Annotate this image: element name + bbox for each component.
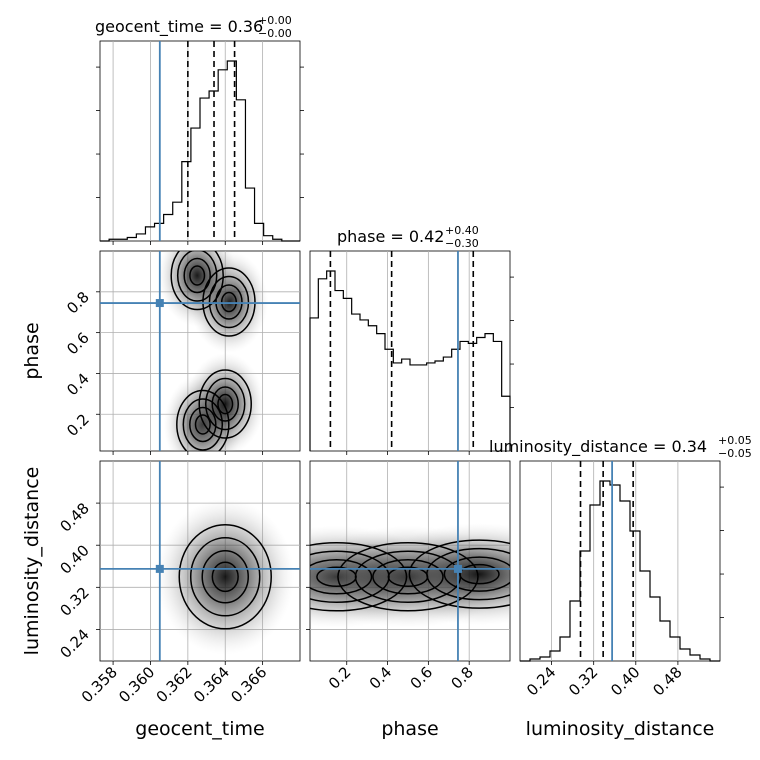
- x-tick-label: 0.6: [407, 663, 437, 693]
- x-tick-label: 0.358: [78, 663, 121, 706]
- x-tick-label: 0.32: [565, 663, 601, 699]
- x-tick-label: 0.8: [447, 663, 477, 693]
- title-luminosity-distance-sub: −0.05: [718, 447, 752, 460]
- ylabel-phase: phase: [21, 322, 43, 379]
- y-tick-label: 0.6: [63, 329, 93, 359]
- y-tick-label: 0.4: [63, 370, 93, 400]
- density-blob: [158, 224, 236, 326]
- density-luminosity_distance_vs_geocent_time: [156, 499, 294, 655]
- histogram-geocent_time: [100, 61, 300, 241]
- title-geocent-time: geocent_time = 0.36: [95, 17, 263, 37]
- title-geocent-time-sup: +0.00: [258, 14, 292, 27]
- x-tick-label: 0.366: [227, 663, 270, 706]
- x-tick-label: 0.4: [366, 663, 396, 693]
- x-tick-label: 0.2: [325, 663, 355, 693]
- x-tick-label: 0.40: [607, 663, 643, 699]
- y-tick-label: 0.24: [56, 626, 92, 662]
- panel-geocent-time-hist: [100, 41, 300, 241]
- ylabel-luminosity-distance: luminosity_distance: [21, 467, 43, 656]
- x-tick-label: 0.364: [190, 663, 233, 706]
- truth-marker: [156, 565, 164, 573]
- xlabel-luminosity-distance: luminosity_distance: [526, 718, 715, 740]
- title-phase-sup: +0.40: [445, 224, 479, 237]
- y-tick-label: 0.40: [56, 541, 92, 577]
- truth-marker: [454, 565, 462, 573]
- panel-phase-hist: [310, 251, 510, 451]
- x-tick-label: 0.360: [115, 663, 158, 706]
- x-tick-label: 0.362: [153, 663, 196, 706]
- title-geocent-time-sub: −0.00: [258, 27, 292, 40]
- title-phase-sub: −0.30: [445, 237, 479, 250]
- title-luminosity-distance: luminosity_distance = 0.34: [489, 437, 707, 457]
- title-luminosity-distance-sup: +0.05: [718, 434, 752, 447]
- xlabel-geocent-time: geocent_time: [135, 718, 264, 740]
- y-tick-label: 0.2: [63, 410, 93, 440]
- histogram-luminosity_distance: [520, 481, 720, 661]
- y-tick-label: 0.32: [56, 583, 92, 619]
- x-tick-label: 0.48: [649, 663, 685, 699]
- density-blob: [156, 499, 294, 655]
- x-tick-label: 0.24: [523, 663, 559, 699]
- xlabel-phase: phase: [381, 718, 438, 740]
- y-tick-label: 0.48: [56, 499, 92, 535]
- title-phase: phase = 0.42: [337, 227, 444, 246]
- histogram-phase: [310, 271, 510, 451]
- y-tick-label: 0.8: [63, 288, 93, 318]
- truth-marker: [156, 299, 164, 307]
